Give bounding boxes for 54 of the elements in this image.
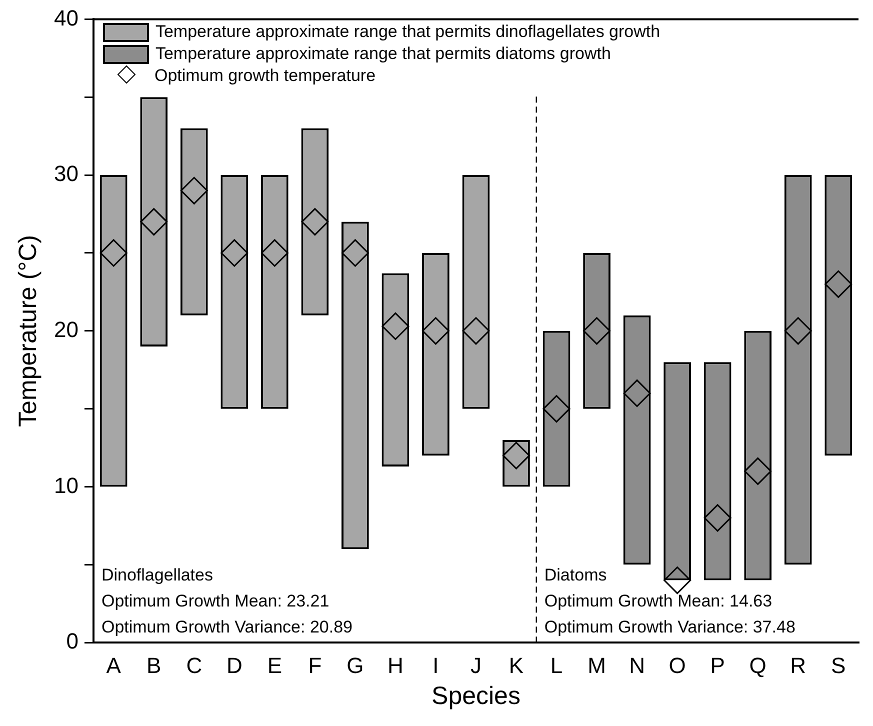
- point: [502, 442, 530, 470]
- annotation: Optimum Growth Mean: 23.21: [101, 592, 330, 611]
- x-tick-label: N: [629, 652, 645, 678]
- y-tick-label: 30: [54, 161, 78, 186]
- point: [422, 317, 450, 345]
- point: [100, 239, 128, 267]
- point: [341, 239, 369, 267]
- x-tick-label: H: [388, 652, 404, 678]
- legend-label: Optimum growth temperature: [154, 65, 376, 88]
- point: [542, 395, 570, 423]
- point: [462, 317, 490, 345]
- x-tick-label: P: [710, 652, 725, 678]
- x-tick-label: M: [588, 652, 606, 678]
- point: [180, 176, 208, 204]
- y-tick-label: 20: [54, 316, 78, 342]
- y-tick-label: 40: [54, 5, 78, 30]
- annotation: Diatoms: [544, 566, 607, 585]
- x-tick-label: J: [470, 652, 482, 678]
- x-tick-label: S: [831, 652, 846, 678]
- point: [704, 504, 732, 532]
- x-tick-label: E: [267, 652, 282, 678]
- x-tick-label: A: [106, 652, 122, 678]
- point: [784, 317, 812, 345]
- annotation: Optimum Growth Variance: 20.89: [101, 618, 352, 637]
- point: [664, 566, 692, 594]
- point: [220, 239, 248, 267]
- point: [623, 379, 651, 407]
- x-tick-label: D: [226, 652, 242, 678]
- x-tick-label: I: [432, 652, 439, 678]
- x-tick-label: R: [790, 652, 806, 678]
- point: [260, 239, 288, 267]
- x-tick-label: O: [668, 652, 686, 678]
- point: [744, 457, 772, 485]
- y-tick-label: 10: [54, 472, 78, 498]
- annotation: Optimum Growth Variance: 37.48: [544, 618, 796, 637]
- annotation: Dinoflagellates: [101, 566, 213, 585]
- x-tick-label: F: [308, 652, 322, 678]
- x-tick-label: L: [550, 652, 563, 678]
- point: [140, 208, 168, 236]
- annotation: Optimum Growth Mean: 14.63: [544, 592, 772, 611]
- x-axis-title: Species: [432, 682, 520, 710]
- y-axis-title: Temperature (°C): [14, 234, 42, 427]
- point: [301, 208, 329, 236]
- point: [382, 312, 410, 340]
- y-tick-label: 0: [66, 628, 78, 654]
- point: [824, 270, 852, 298]
- x-tick-label: Q: [749, 652, 766, 678]
- point: [583, 317, 611, 345]
- x-tick-label: B: [146, 652, 162, 678]
- x-tick-label: K: [508, 652, 524, 678]
- legend-label: Temperature approximate range that permits dinoflagellates growth: [155, 21, 660, 44]
- legend-label: Temperature approximate range that permits diatoms growth: [155, 43, 611, 66]
- x-tick-label: G: [346, 652, 364, 678]
- x-tick-label: C: [186, 652, 202, 678]
